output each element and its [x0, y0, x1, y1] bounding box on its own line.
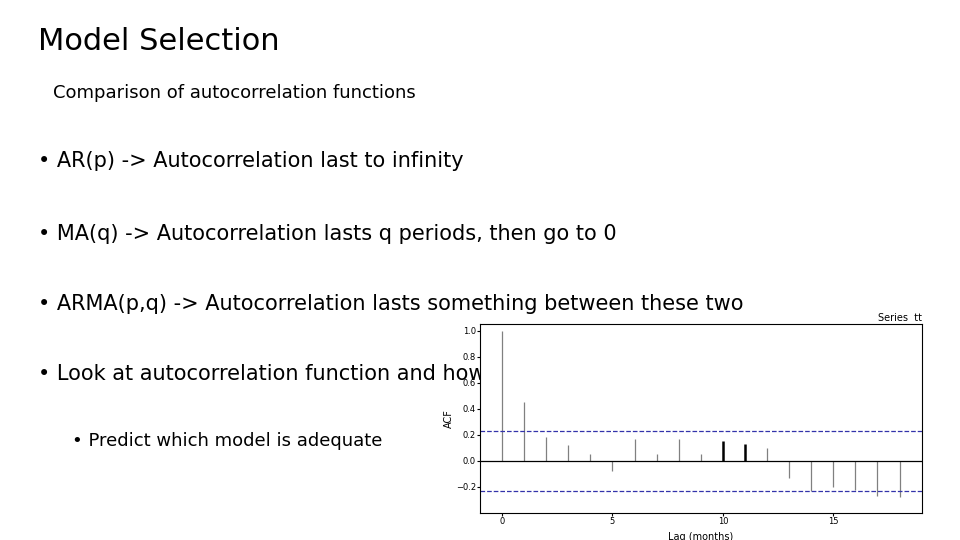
- Y-axis label: ACF: ACF: [444, 409, 454, 428]
- Text: • Look at autocorrelation function and how long autocorrelation last: • Look at autocorrelation function and h…: [38, 364, 747, 384]
- Text: • Predict which model is adequate: • Predict which model is adequate: [72, 432, 382, 450]
- Text: Comparison of autocorrelation functions: Comparison of autocorrelation functions: [53, 84, 416, 102]
- Text: • AR(p) -> Autocorrelation last to infinity: • AR(p) -> Autocorrelation last to infin…: [38, 151, 464, 171]
- Text: Series  tt: Series tt: [877, 313, 922, 323]
- Text: • ARMA(p,q) -> Autocorrelation lasts something between these two: • ARMA(p,q) -> Autocorrelation lasts som…: [38, 294, 744, 314]
- Text: Model Selection: Model Selection: [38, 27, 280, 56]
- Text: • MA(q) -> Autocorrelation lasts q periods, then go to 0: • MA(q) -> Autocorrelation lasts q perio…: [38, 224, 617, 244]
- X-axis label: Lag (months): Lag (months): [668, 532, 733, 540]
